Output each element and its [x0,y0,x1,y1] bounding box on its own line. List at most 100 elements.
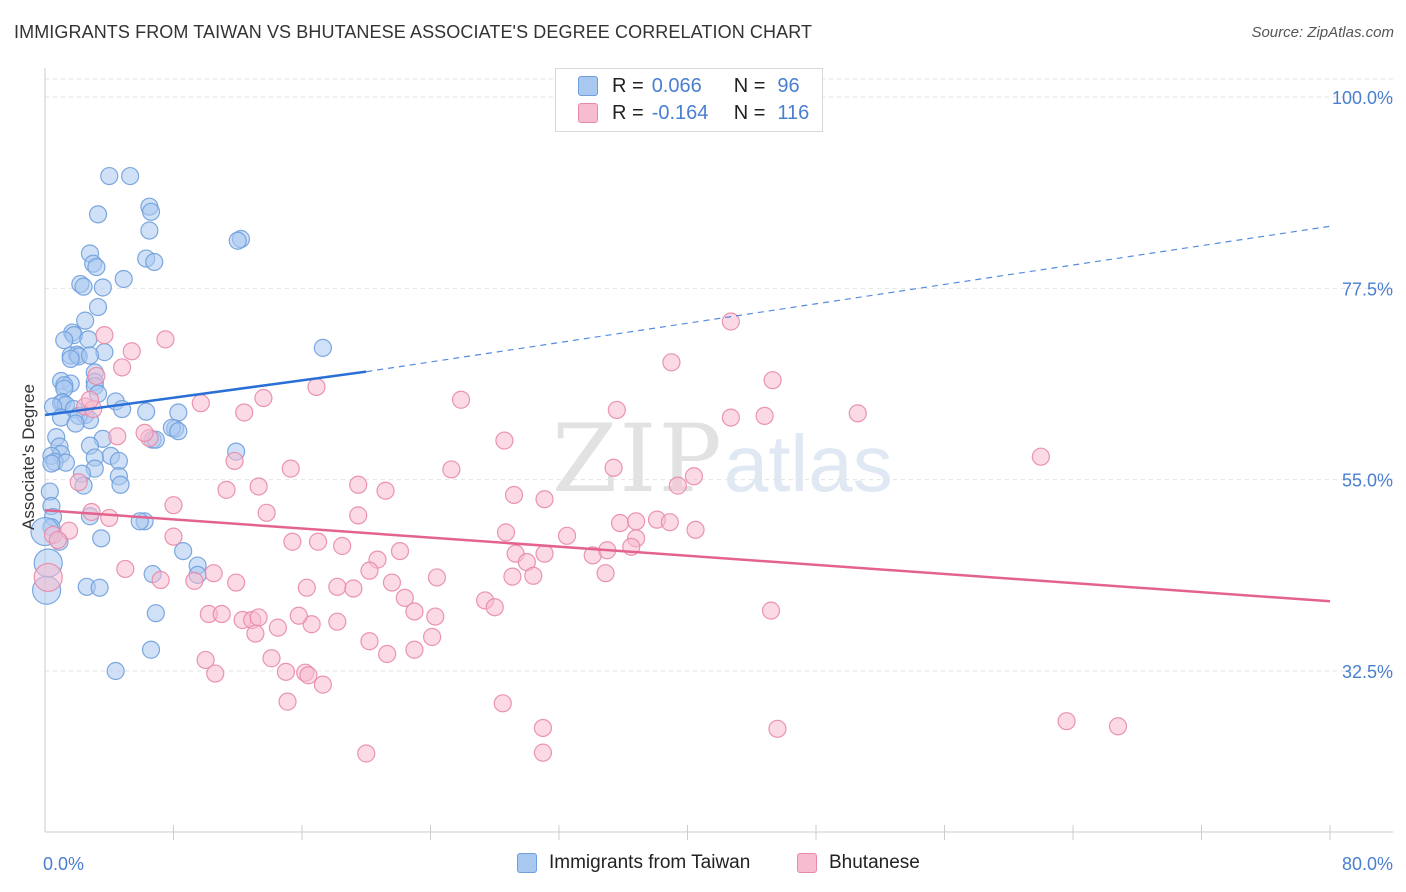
bhutanese-point [662,353,681,372]
bhutanese-point [95,326,114,345]
bhutanese-point [496,523,516,542]
bhutanese-point [533,743,553,762]
bhutanese-point [112,358,132,377]
bhutanese-point [204,564,223,583]
bhutanese-point [596,564,615,583]
bhutanese-point [268,618,288,637]
taiwan-point [55,331,74,350]
bhutanese-point [307,377,326,397]
x-tick-label: 0.0% [43,854,84,874]
bhutanese-point [116,559,135,579]
taiwan-point [145,252,164,272]
bhutanese-point [262,649,281,668]
bhutanese-point [376,481,395,500]
taiwan-point [87,257,106,277]
bhutanese-point [225,451,244,471]
legend-item-bhutanese[interactable]: Bhutanese [797,852,920,874]
legend-swatch-taiwan [578,76,598,96]
legend-swatch-bhutanese [797,853,817,873]
bhutanese-point [151,570,170,590]
taiwan-point [106,661,125,681]
bhutanese-point [100,508,119,528]
bhutanese-point [33,562,63,593]
taiwan-point [88,205,108,224]
chart-source: Source: ZipAtlas.com [1251,24,1394,41]
taiwan-trend-extension [366,225,1331,373]
axes [44,68,1393,840]
bhutanese-point [328,577,347,596]
bhutanese-point [333,536,352,556]
bhutanese-point [328,612,347,631]
bhutanese-point [297,578,316,597]
legend-item-taiwan[interactable]: Immigrants from Taiwan [517,852,750,874]
bhutanese-point [395,588,414,607]
y-tick-label: 100.0% [1332,88,1393,108]
bhutanese-point [848,404,867,423]
bhutanese-point [360,632,379,651]
bhutanese-point [69,473,88,492]
bhutanese-point [1031,447,1050,466]
taiwan-point [137,402,156,421]
legend-r-label: R = [612,101,644,124]
legend-label-bhutanese: Bhutanese [829,852,920,873]
bhutanese-trend-line [44,509,1331,603]
tick-labels: 32.5% 55.0% 77.5% 100.0% 0.0% 80.0% [43,88,1393,874]
legend-n-label: N = [733,101,766,124]
taiwan-point [76,311,95,330]
bhutanese-point [235,403,254,422]
bhutanese-point [761,601,781,620]
taiwan-trend-line [44,370,367,417]
taiwan-point [79,330,98,349]
chart-title: IMMIGRANTS FROM TAIWAN VS BHUTANESE ASSO… [14,22,813,42]
taiwan-point [109,451,128,471]
bhutanese-point [524,566,543,585]
bhutanese-point [1108,717,1128,736]
bhutanese-point [344,579,363,598]
bhutanese-point [246,624,265,643]
bhutanese-point [684,467,704,486]
legend-n-value: 116 [777,101,810,124]
bhutanese-point [122,342,141,361]
bhutanese-point [485,598,504,617]
taiwan-point [169,403,188,422]
bhutanese-point [135,423,154,442]
series-taiwan [30,166,332,681]
taiwan-point [141,202,161,221]
bhutanese-point [604,458,623,477]
legend-row-taiwan: R = 0.066 N = 96 [578,73,800,99]
bhutanese-point [349,475,368,494]
bhutanese-point [254,388,273,408]
taiwan-point [141,640,161,659]
taiwan-point [313,338,332,357]
bhutanese-point [626,512,646,531]
taiwan-point [93,278,112,297]
bhutanese-point [156,330,175,349]
bhutanese-point [108,427,127,446]
bhutanese-point [721,408,740,427]
bhutanese-point [763,371,782,390]
taiwan-point [88,297,108,317]
bhutanese-point [426,607,445,626]
taiwan-point [100,166,119,186]
bhutanese-point [48,530,67,550]
bhutanese-point [668,476,687,495]
y-tick-label: 77.5% [1342,279,1393,299]
grid-lines [45,78,1393,672]
watermark-zip: ZIP [552,405,724,514]
bhutanese-point [495,431,514,450]
bhutanese-point [289,606,308,625]
bhutanese-point [191,394,210,413]
bhutanese-point [535,490,554,509]
taiwan-point [146,604,165,623]
legend-r-value: -0.164 [651,101,709,124]
bhutanese-point [610,513,630,533]
taiwan-point [61,349,80,369]
bhutanese-point [768,719,787,738]
bhutanese-point [227,573,246,592]
legend-swatch-taiwan [517,853,537,873]
bhutanese-point [257,503,276,522]
bhutanese-point [164,496,183,515]
taiwan-point [111,475,130,494]
bhutanese-point [503,567,522,586]
